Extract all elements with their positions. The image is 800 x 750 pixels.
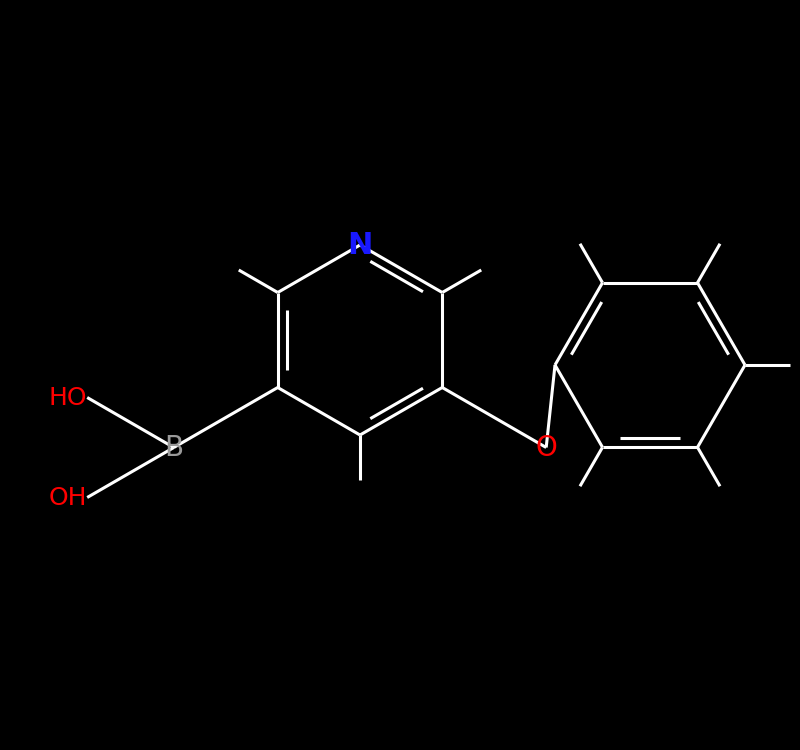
Text: O: O	[535, 433, 557, 461]
Text: N: N	[347, 230, 373, 260]
Text: HO: HO	[49, 386, 87, 410]
Text: OH: OH	[49, 485, 87, 509]
Text: B: B	[164, 433, 183, 461]
